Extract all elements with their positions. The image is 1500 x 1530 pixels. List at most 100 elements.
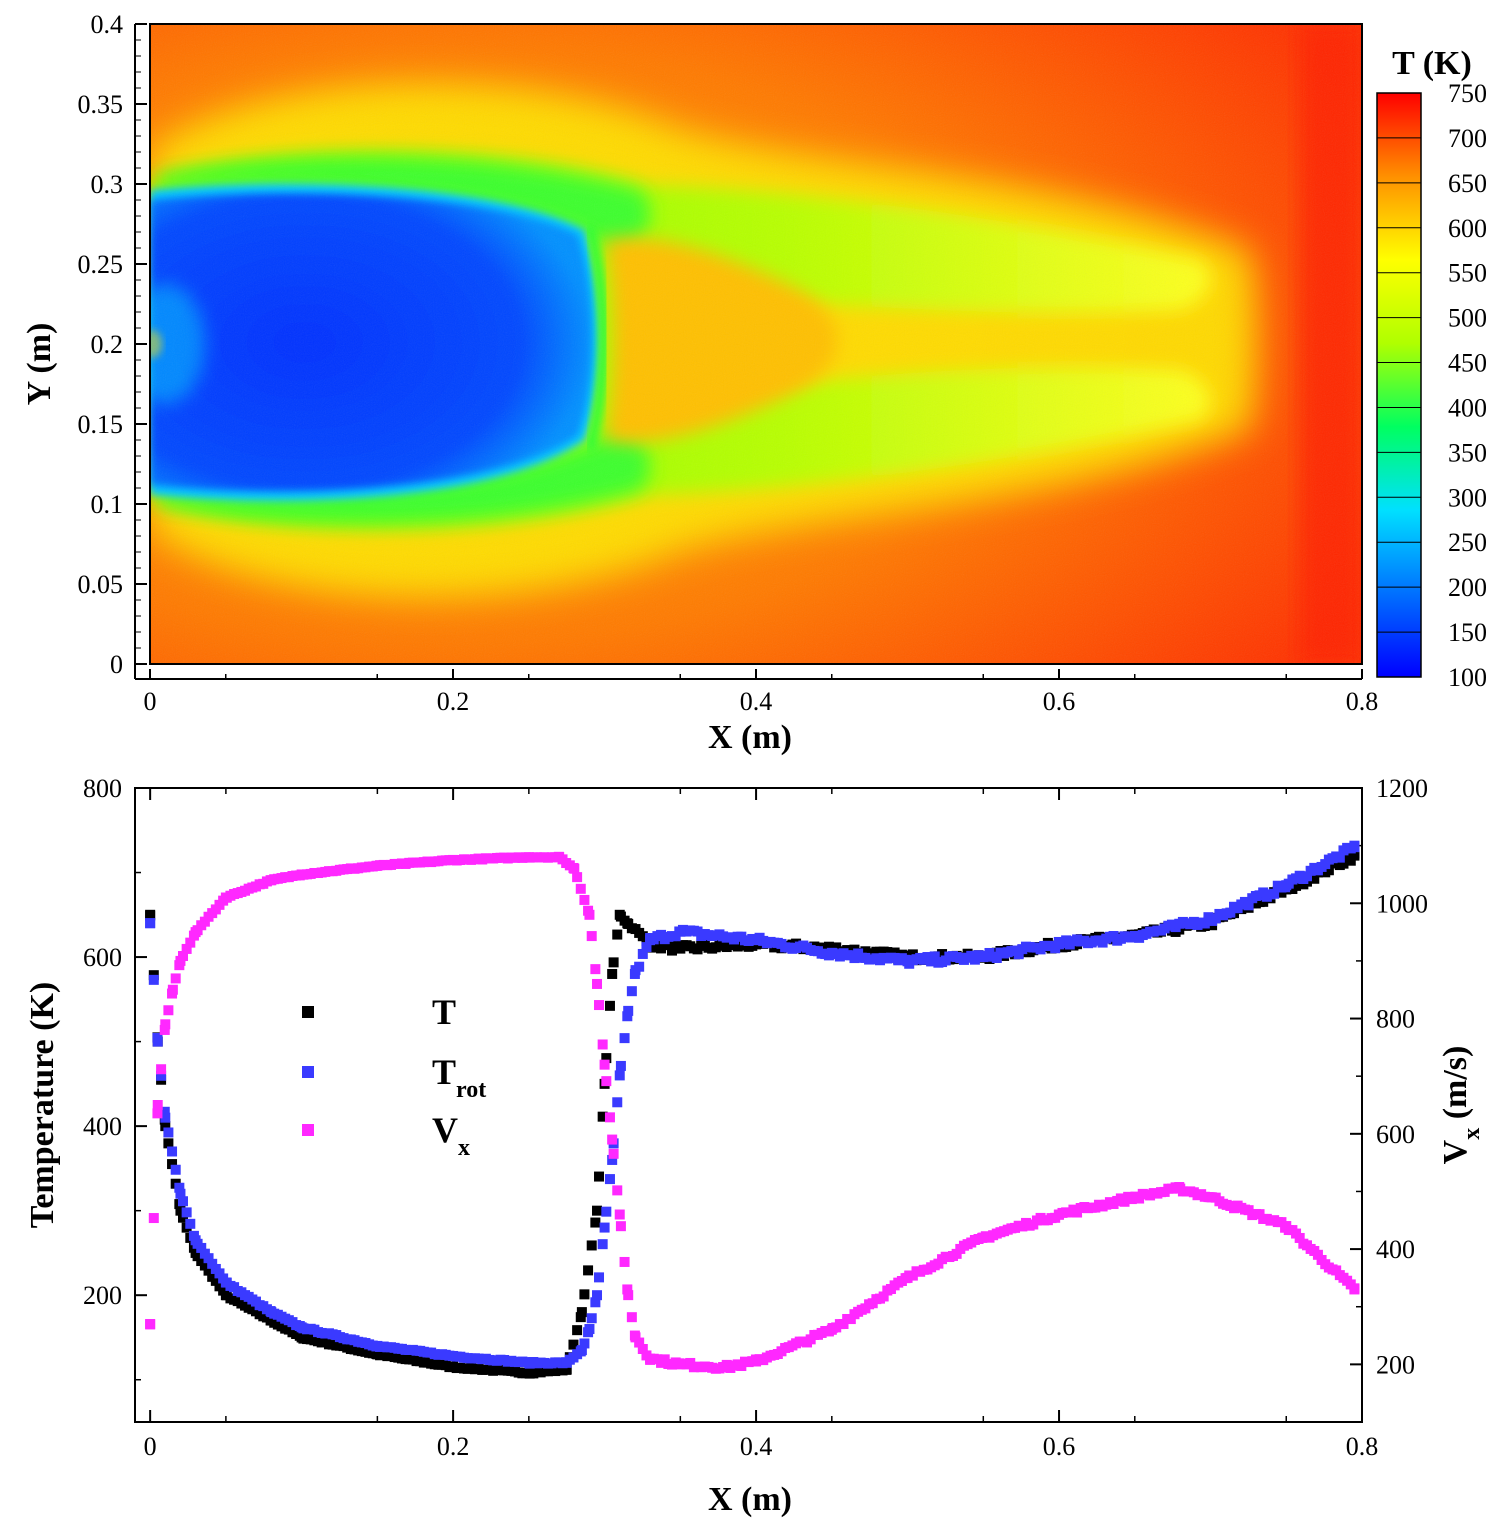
profile-x-tick-label: 0.8 bbox=[1346, 1432, 1379, 1461]
data-point bbox=[1205, 1192, 1216, 1203]
profile-y2-tick-label: 1000 bbox=[1376, 889, 1428, 918]
data-point bbox=[612, 1185, 623, 1196]
heatmap-axes: 0 0.2 0.4 0.6 0.8 0 0.05 0.1 0.15 0.2 0.25 0.3 0.35 0… bbox=[78, 10, 1379, 716]
heatmap-y-tick-label: 0.05 bbox=[78, 570, 124, 599]
data-point bbox=[601, 1206, 612, 1217]
profile-y2-axis-title: Vx (m/s) bbox=[1437, 1046, 1485, 1165]
data-point bbox=[594, 1171, 605, 1182]
data-point bbox=[160, 1112, 171, 1123]
series-v-x bbox=[145, 851, 1360, 1374]
data-point bbox=[978, 952, 989, 963]
data-point bbox=[569, 863, 580, 874]
profile-y2-tick-label: 1200 bbox=[1376, 774, 1428, 803]
data-point bbox=[601, 1076, 612, 1087]
data-point bbox=[583, 1265, 594, 1276]
data-point bbox=[1349, 842, 1360, 853]
series-t-rot bbox=[145, 840, 1360, 1369]
colorbar-tick-label: 750 bbox=[1448, 79, 1487, 108]
data-point bbox=[645, 1353, 656, 1364]
data-point bbox=[167, 984, 178, 995]
data-point bbox=[160, 1019, 171, 1030]
data-point bbox=[601, 1053, 612, 1064]
data-point bbox=[590, 1217, 601, 1228]
data-point bbox=[175, 955, 186, 966]
data-point bbox=[190, 1247, 201, 1258]
data-point bbox=[145, 909, 156, 920]
data-point bbox=[663, 939, 674, 950]
data-point bbox=[629, 968, 640, 979]
heatmap-y-tick-label: 0.15 bbox=[78, 410, 124, 439]
data-point bbox=[594, 1272, 605, 1283]
data-point bbox=[751, 935, 762, 946]
data-point bbox=[1349, 850, 1360, 861]
data-point bbox=[590, 1297, 601, 1308]
profile-y-tick-label: 200 bbox=[83, 1281, 122, 1310]
data-point bbox=[145, 1319, 156, 1330]
data-point bbox=[185, 937, 196, 948]
data-point bbox=[1013, 949, 1024, 960]
heatmap-y-tick-label: 0 bbox=[110, 650, 123, 679]
data-point bbox=[372, 1349, 383, 1360]
data-point bbox=[220, 1277, 231, 1288]
colorbar-tick-label: 100 bbox=[1448, 663, 1487, 692]
data-point bbox=[1199, 918, 1210, 929]
data-point bbox=[826, 947, 837, 958]
data-point bbox=[675, 926, 686, 937]
legend-marker-2 bbox=[302, 1124, 314, 1136]
data-point bbox=[608, 957, 619, 968]
heatmap-y-tick-label: 0.2 bbox=[91, 330, 124, 359]
data-point bbox=[590, 964, 601, 975]
legend-label-sub: rot bbox=[456, 1077, 486, 1103]
profile-x-axis-title: X (m) bbox=[708, 1481, 792, 1518]
data-point bbox=[592, 978, 603, 989]
data-point bbox=[612, 1097, 623, 1108]
data-point bbox=[159, 1024, 170, 1035]
data-point bbox=[645, 935, 656, 946]
data-point bbox=[604, 1112, 615, 1123]
heatmap-y-tick-label: 0.35 bbox=[78, 90, 124, 119]
data-point bbox=[296, 869, 307, 880]
data-point bbox=[584, 1324, 595, 1335]
data-point bbox=[597, 1111, 608, 1122]
data-point bbox=[599, 1059, 610, 1070]
data-point bbox=[576, 1345, 587, 1356]
data-point bbox=[637, 948, 648, 959]
data-point bbox=[1054, 939, 1065, 950]
data-point bbox=[448, 855, 459, 866]
data-point bbox=[1129, 930, 1140, 941]
data-point bbox=[1054, 1209, 1065, 1220]
data-point bbox=[615, 1060, 626, 1071]
data-point bbox=[1312, 1249, 1323, 1260]
profile-y2-tick-label: 600 bbox=[1376, 1120, 1415, 1149]
data-point bbox=[584, 909, 595, 920]
data-point bbox=[152, 1100, 163, 1110]
colorbar-tick-label: 400 bbox=[1448, 393, 1487, 422]
data-point bbox=[561, 1357, 572, 1368]
data-point bbox=[675, 943, 686, 954]
data-point bbox=[1349, 1284, 1360, 1295]
colorbar-tick-label: 450 bbox=[1448, 349, 1487, 378]
data-point bbox=[626, 1312, 637, 1323]
profile-x-tick-label: 0.4 bbox=[740, 1432, 773, 1461]
data-point bbox=[448, 1351, 459, 1362]
data-point bbox=[448, 1362, 459, 1373]
profile-y2-tick-label: 800 bbox=[1376, 1005, 1415, 1034]
heatmap-y-tick-label: 0.4 bbox=[91, 10, 124, 39]
profile-y-tick-label: 800 bbox=[83, 774, 122, 803]
data-point bbox=[163, 1005, 174, 1016]
legend-label-0: T bbox=[432, 992, 456, 1032]
data-point bbox=[266, 1307, 277, 1318]
data-point bbox=[592, 1290, 603, 1301]
data-point bbox=[1129, 1192, 1140, 1203]
data-point bbox=[220, 892, 231, 903]
data-point bbox=[207, 1258, 218, 1269]
data-point bbox=[838, 1319, 849, 1330]
data-point bbox=[296, 1332, 307, 1343]
colorbar-tick-label: 250 bbox=[1448, 528, 1487, 557]
data-point bbox=[720, 1362, 731, 1373]
data-point bbox=[902, 956, 913, 967]
data-point bbox=[266, 1315, 277, 1326]
profile-y-axis-title: Temperature (K) bbox=[24, 982, 61, 1228]
legend-marker-1 bbox=[302, 1066, 314, 1078]
